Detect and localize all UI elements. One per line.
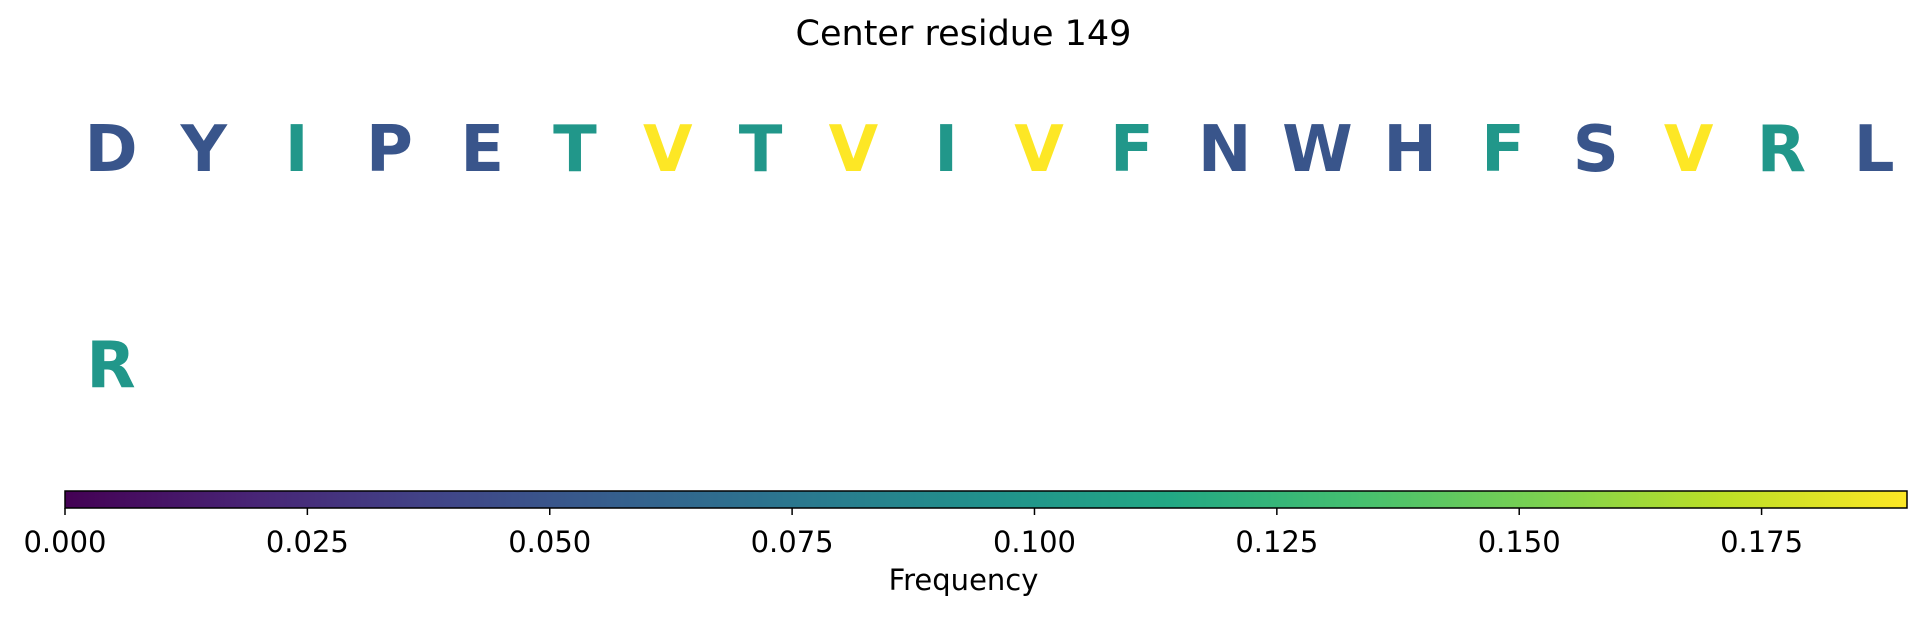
residue-s: S bbox=[1572, 113, 1619, 187]
residue-l: L bbox=[1853, 113, 1895, 187]
colorbar-tick-label: 0.000 bbox=[23, 525, 106, 559]
residue-v: V bbox=[1663, 113, 1714, 187]
residue-d: D bbox=[84, 113, 138, 187]
residue-w: W bbox=[1282, 113, 1353, 187]
colorbar-tick-label: 0.050 bbox=[508, 525, 591, 559]
colorbar-tick-label: 0.025 bbox=[266, 525, 349, 559]
residue-v: V bbox=[828, 113, 879, 187]
residue-h: H bbox=[1383, 113, 1437, 187]
residue-v: V bbox=[643, 113, 693, 187]
residue-i: I bbox=[934, 113, 959, 187]
colorbar-ticks: 0.000 0.025 0.050 0.075 0.100 0.125 0.150 0.175 bbox=[23, 508, 1803, 559]
residue-y: Y bbox=[180, 113, 227, 187]
colorbar-tick-label: 0.075 bbox=[751, 525, 834, 559]
residue-f: F bbox=[1481, 113, 1525, 187]
colorbar-tick-label: 0.175 bbox=[1720, 525, 1803, 559]
residue-f: F bbox=[1109, 113, 1154, 187]
residue-t: T bbox=[738, 113, 783, 187]
residue-i: I bbox=[284, 113, 309, 187]
residue-p: P bbox=[365, 113, 413, 187]
residue-r: R bbox=[86, 329, 136, 403]
colorbar-tick-label: 0.150 bbox=[1478, 525, 1561, 559]
residue-e: E bbox=[460, 113, 505, 187]
residue-r: R bbox=[1756, 113, 1807, 187]
colorbar-gradient bbox=[64, 490, 1908, 509]
colorbar-tick-label: 0.125 bbox=[1235, 525, 1318, 559]
colorbar-tick-label: 0.100 bbox=[993, 525, 1076, 559]
colorbar-label: Frequency bbox=[888, 563, 1039, 597]
chart-title: Center residue 149 bbox=[795, 14, 1132, 54]
residue-n: N bbox=[1197, 113, 1252, 187]
residue-v: V bbox=[1014, 113, 1064, 187]
residue-t: T bbox=[553, 113, 597, 187]
